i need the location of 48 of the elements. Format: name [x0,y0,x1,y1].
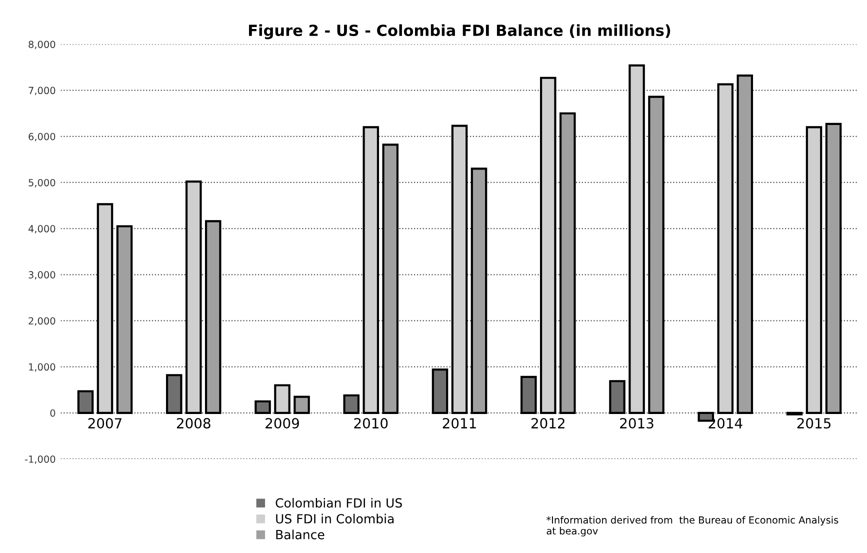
bar [628,64,645,414]
bar [717,83,734,414]
bar [166,374,182,414]
bar [382,144,399,414]
legend-label: Balance [276,530,324,540]
bar [362,126,380,414]
bar [185,180,202,414]
bar [825,122,842,414]
y-tick-label: 4,000 [28,225,56,234]
bar [648,96,664,414]
y-tick-label: 1,000 [29,363,56,372]
y-tick-label: 6,000 [28,132,56,142]
bar [560,112,576,414]
y-tick-label: 7,000 [28,86,56,96]
bar [520,376,537,414]
bar [343,394,360,414]
bar [294,396,310,414]
bar [540,76,556,414]
x-tick-label: 2007 [88,418,122,429]
x-tick-label: 2015 [797,418,830,429]
x-tick-label: 2012 [531,418,564,429]
bar [609,380,626,414]
legend-label: US FDI in Colombia [276,514,394,524]
x-tick-label: 2011 [442,418,476,429]
bar [96,203,114,414]
bar [254,400,271,414]
x-tick-label: 2008 [176,418,210,429]
y-tick-label: 2,000 [28,317,56,326]
bar [77,390,94,414]
bar [204,220,222,414]
bar [116,225,133,414]
y-tick-label: 8,000 [28,40,56,50]
bar [274,384,290,414]
bar [432,368,448,414]
bar [470,168,488,414]
bar [736,74,754,414]
bar [806,126,822,414]
x-tick-label: 2013 [620,418,654,429]
y-tick-label: 0 [50,409,56,417]
y-tick-label: -1,000 [24,455,56,464]
legend-label: Colombian FDI in US [276,498,402,508]
y-tick-label: 3,000 [28,271,56,280]
bar [451,124,468,414]
x-tick-label: 2009 [266,418,299,429]
y-tick-label: 5,000 [28,178,56,188]
chart-title: Figure 2 - US - Colombia FDI Balance (in millions) [249,24,670,40]
x-tick-label: 2010 [354,418,388,429]
text: *Information derived from the Bureau of Economic Analysis at bea.gov [546,516,838,536]
